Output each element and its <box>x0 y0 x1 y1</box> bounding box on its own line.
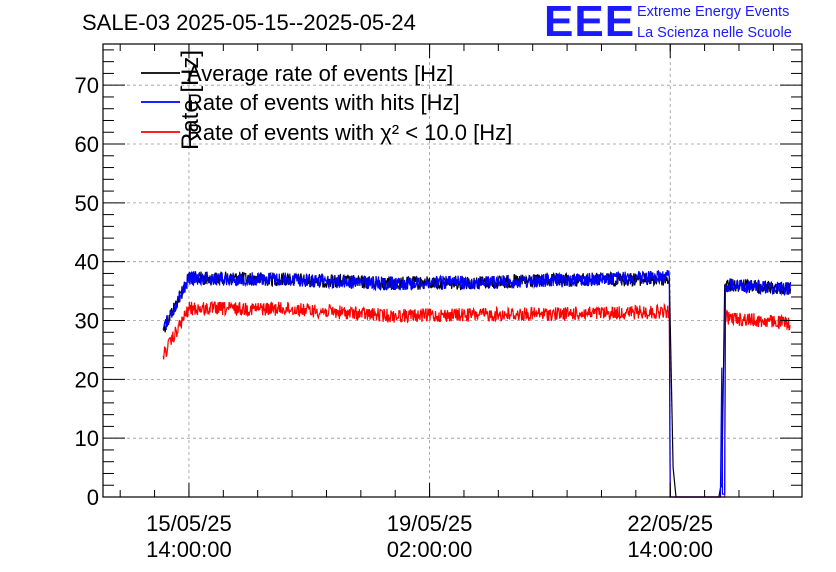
y-tick-label: 50 <box>75 191 99 216</box>
legend: Average rate of events [Hz] Rate of event… <box>141 61 512 145</box>
x-tick-label-date: 15/05/25 <box>146 511 232 536</box>
y-axis-label: Rate [Hz] <box>177 50 204 150</box>
series-layer <box>162 270 792 498</box>
y-tick-label: 70 <box>75 73 99 98</box>
y-tick-label: 40 <box>75 250 99 275</box>
chart-title: SALE-03 2025-05-15--2025-05-24 <box>82 10 416 35</box>
legend-entry: Average rate of events [Hz] <box>187 61 453 86</box>
tick-labels: 01020304050607015/05/2514:00:0019/05/250… <box>75 73 714 562</box>
y-tick-label: 60 <box>75 132 99 157</box>
grid <box>103 44 802 497</box>
legend-entry: Rate of events with χ² < 10.0 [Hz] <box>187 120 512 145</box>
x-tick-label-time: 14:00:00 <box>627 537 713 562</box>
x-tick-label-time: 02:00:00 <box>387 537 473 562</box>
logo-subtitle-2: La Scienza nelle Scuole <box>637 25 792 41</box>
x-tick-label-date: 19/05/25 <box>387 511 473 536</box>
logo-subtitle-1: Extreme Energy Events <box>637 4 790 20</box>
series-line <box>162 300 791 498</box>
ticks <box>103 44 802 498</box>
x-tick-label-time: 14:00:00 <box>146 537 232 562</box>
series-line <box>162 270 792 498</box>
y-tick-label: 10 <box>75 426 99 451</box>
series-line <box>162 270 792 498</box>
eee-logo: EEE <box>544 0 636 46</box>
y-tick-label: 0 <box>87 485 99 510</box>
y-tick-label: 20 <box>75 367 99 392</box>
plot-frame <box>102 43 803 498</box>
y-tick-label: 30 <box>75 309 99 334</box>
legend-entry: Rate of events with hits [Hz] <box>187 90 460 115</box>
x-tick-label-date: 22/05/25 <box>627 511 713 536</box>
